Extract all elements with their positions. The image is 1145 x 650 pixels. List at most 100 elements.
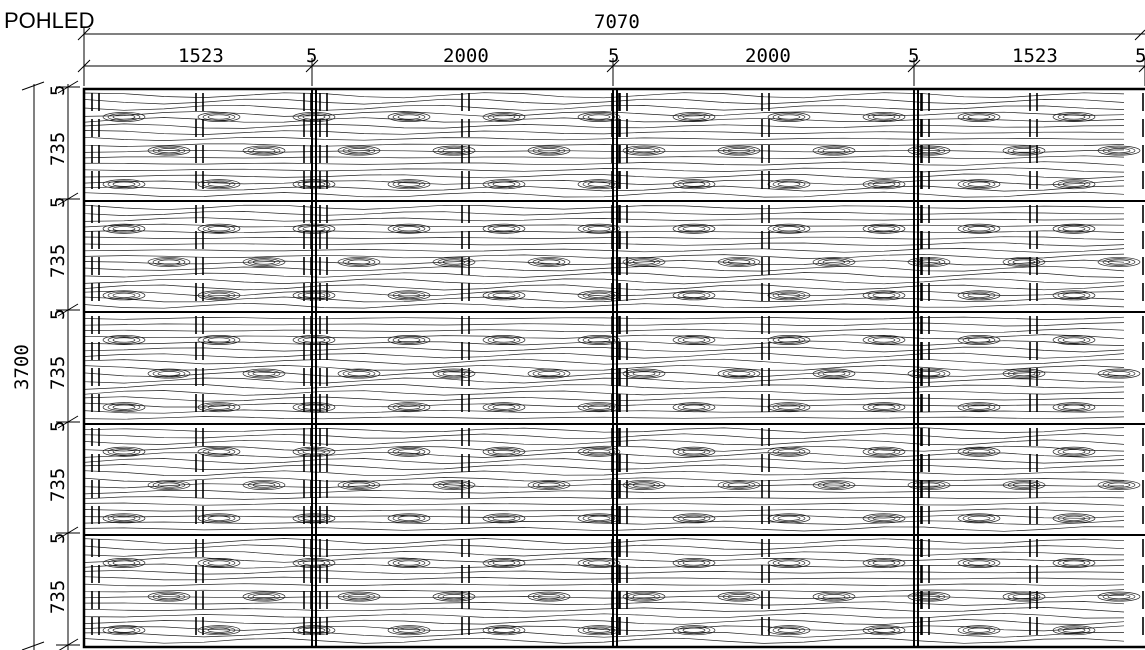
knot (292, 402, 336, 413)
knot (1102, 592, 1136, 601)
knot (207, 404, 231, 410)
knot (582, 403, 616, 411)
knot (152, 481, 186, 489)
knot (777, 292, 801, 298)
knot (872, 337, 896, 343)
segment-label-7: 1523 (1012, 45, 1058, 67)
knot (1097, 145, 1141, 156)
grain-line (83, 167, 1125, 173)
knot (1062, 404, 1086, 410)
knot (207, 515, 231, 521)
knot (1062, 226, 1086, 232)
knot (767, 513, 811, 524)
knot (537, 594, 561, 600)
knot (1002, 145, 1046, 156)
knot (672, 446, 716, 457)
knot (107, 336, 141, 344)
segment-width-dimensions: 1523 5 2000 5 2000 5 1523 5 (77, 45, 1145, 86)
knot (337, 145, 381, 156)
vsegment-label-7: 5 (47, 421, 69, 432)
knot (397, 226, 421, 232)
knot (727, 259, 751, 265)
vsegment-tick-slash (57, 303, 79, 317)
knot (1007, 146, 1041, 155)
knot (387, 625, 431, 636)
knot (112, 337, 136, 343)
grain-line (83, 346, 1125, 353)
knot (197, 223, 241, 234)
grain-line (83, 390, 1125, 396)
segment-tick-slash (1138, 65, 1145, 73)
knot (102, 290, 146, 301)
knot (1057, 180, 1091, 188)
grain-line (83, 328, 1125, 333)
knot (957, 402, 1001, 413)
knot (872, 560, 896, 566)
knot (537, 259, 561, 265)
grain-line (83, 502, 1125, 506)
knot (302, 627, 326, 633)
segment-tick-slash (305, 59, 319, 73)
knot (247, 592, 281, 601)
knot (817, 258, 851, 266)
knot (772, 448, 806, 456)
knot (677, 336, 711, 344)
knot (392, 180, 426, 188)
knot (302, 226, 326, 232)
grain-line (83, 489, 1125, 495)
knot (812, 257, 856, 267)
knot (387, 335, 431, 345)
knot (347, 482, 371, 488)
grain-line (83, 143, 1125, 147)
knot (1007, 258, 1041, 266)
knot (207, 449, 231, 455)
knot (292, 179, 336, 190)
grain-line (83, 92, 1125, 99)
knot (777, 627, 801, 633)
knot (147, 368, 191, 379)
knot (337, 257, 381, 267)
knot (112, 226, 136, 232)
knot (967, 181, 991, 187)
knot (112, 114, 136, 120)
knot (532, 592, 566, 601)
knot (967, 449, 991, 455)
knot (967, 226, 991, 232)
knot (627, 146, 661, 155)
knot (962, 113, 996, 121)
knot (1052, 446, 1096, 457)
segment-label-3: 2000 (443, 45, 489, 67)
knot (587, 515, 611, 521)
knot (822, 371, 846, 377)
knot (292, 625, 336, 636)
knot (1012, 594, 1036, 600)
knot (147, 480, 191, 490)
knot (772, 180, 806, 188)
knot (492, 337, 516, 343)
knot (1057, 403, 1091, 411)
knot (1002, 368, 1046, 379)
knot (1062, 627, 1086, 633)
knot (487, 559, 521, 567)
knot (682, 404, 706, 410)
grain-line (83, 253, 1125, 260)
knot (207, 560, 231, 566)
knot (722, 592, 756, 601)
knot (482, 402, 526, 413)
grain-line (83, 631, 1125, 638)
knot (247, 481, 281, 489)
knot (527, 591, 571, 602)
knot (397, 627, 421, 633)
grain-line (83, 364, 1125, 371)
grain-line (83, 236, 1125, 240)
knot (492, 560, 516, 566)
knot (582, 626, 616, 634)
knot (1062, 292, 1086, 298)
knot (392, 225, 426, 233)
knot (392, 514, 426, 523)
knot (677, 514, 711, 523)
knot (107, 514, 141, 523)
grain-line (83, 173, 1125, 179)
knot (197, 112, 241, 122)
grain-line (83, 123, 1125, 129)
